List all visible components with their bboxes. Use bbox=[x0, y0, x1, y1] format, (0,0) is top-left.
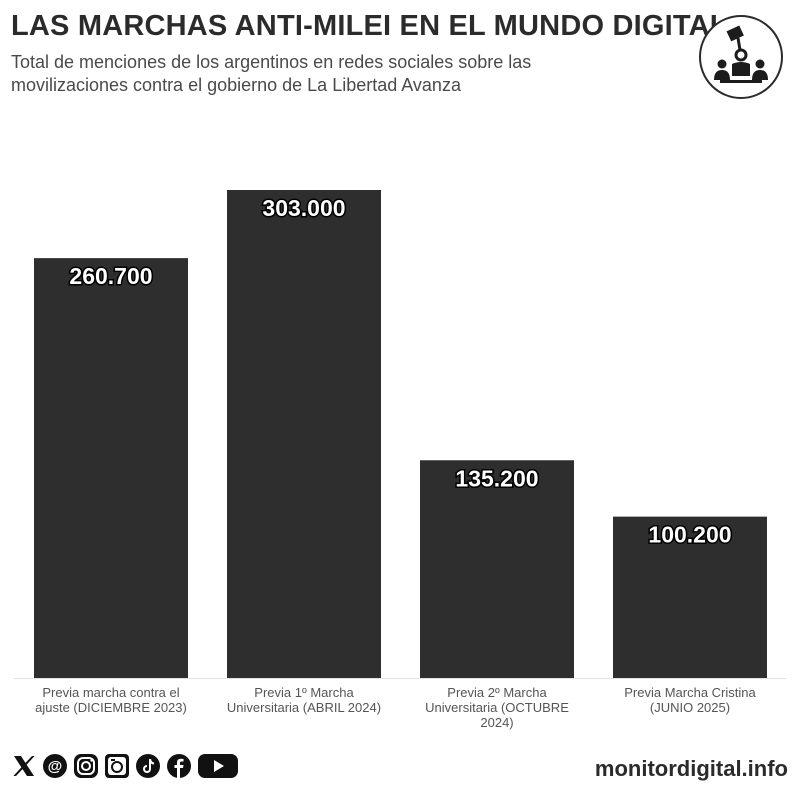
bar-3 bbox=[420, 460, 574, 678]
youtube-icon[interactable] bbox=[196, 752, 240, 780]
svg-text:@: @ bbox=[48, 758, 63, 775]
x-icon[interactable] bbox=[10, 752, 38, 780]
category-label-4: Previa Marcha Cristina (JUNIO 2025) bbox=[624, 685, 756, 715]
bar-2 bbox=[227, 190, 381, 678]
protest-logo-icon bbox=[699, 15, 783, 99]
bar-1 bbox=[34, 258, 188, 678]
category-label-2: Previa 1º Marcha Universitaria (ABRIL 202… bbox=[227, 685, 381, 715]
instagram-icon[interactable] bbox=[72, 752, 100, 780]
data-label-3: 135.200 bbox=[455, 465, 538, 491]
category-label-3: Previa 2º Marcha Universitaria (OCTUBRE 20… bbox=[425, 685, 569, 730]
camera-icon[interactable] bbox=[103, 752, 131, 780]
social-icons: @ bbox=[10, 752, 240, 780]
data-label-1: 260.700 bbox=[69, 263, 152, 289]
chart-title: LAS MARCHAS ANTI-MILEI EN EL MUNDO DIGIT… bbox=[11, 10, 728, 42]
category-label-1: Previa marcha contra el ajuste (DICIEMBRE… bbox=[35, 685, 187, 715]
data-label-4: 100.200 bbox=[648, 522, 731, 548]
tiktok-icon[interactable] bbox=[134, 752, 162, 780]
site-url[interactable]: monitordigital.info bbox=[594, 756, 788, 781]
chart-subtitle: Total de menciones de los argentinos en … bbox=[11, 52, 532, 95]
bar-4 bbox=[613, 516, 767, 678]
threads-icon[interactable]: @ bbox=[41, 752, 69, 780]
facebook-icon[interactable] bbox=[165, 752, 193, 780]
bar-chart: 260.700 Previa marcha contra el ajuste (DI… bbox=[14, 190, 786, 730]
data-label-2: 303.000 bbox=[262, 195, 345, 221]
